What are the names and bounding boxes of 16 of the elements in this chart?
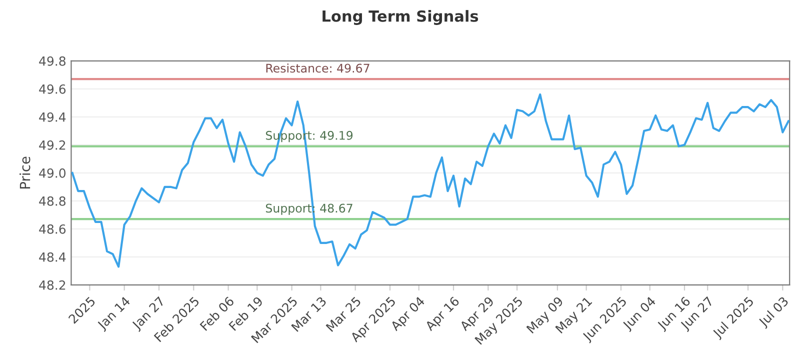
ref-line-label: Resistance: 49.67	[266, 64, 370, 73]
x-tick-label: Jul 03	[757, 296, 790, 329]
y-tick-label: 49.4	[39, 112, 66, 122]
y-tick-label: 49.8	[39, 56, 66, 66]
y-tick-label: 48.8	[39, 196, 66, 206]
y-axis-title: Price	[20, 156, 30, 188]
y-tick-label: 49.2	[39, 140, 66, 150]
chart-title: Long Term Signals	[322, 10, 478, 25]
y-tick-label: 48.2	[39, 280, 66, 290]
x-tick-label: Apr 16	[424, 296, 462, 334]
line-series	[71, 93, 790, 268]
x-tick-label: Jan 14	[96, 296, 132, 332]
y-tick-label: 48.6	[39, 224, 66, 234]
y-tick-label: 49.0	[39, 168, 66, 178]
y-tick-label: 48.4	[39, 252, 66, 262]
y-tick-label: 49.6	[39, 84, 66, 94]
